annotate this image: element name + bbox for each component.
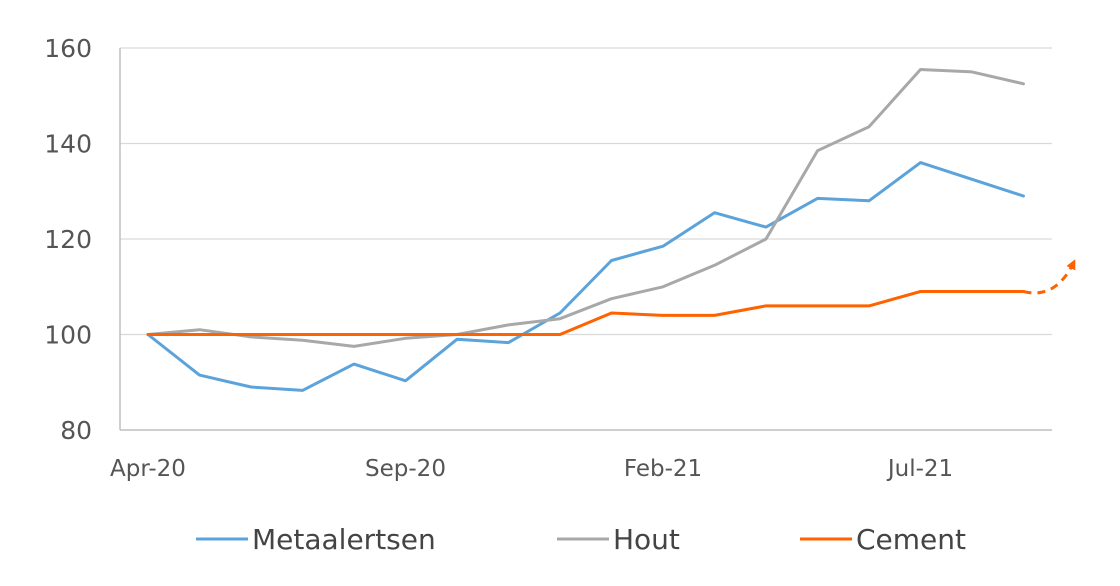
legend-label: Hout <box>613 523 680 556</box>
x-tick-label: Feb-21 <box>624 456 702 482</box>
legend-item-cement: Cement <box>800 523 966 556</box>
legend: Metaalertsen Hout Cement <box>196 523 966 556</box>
x-tick-label: Apr-20 <box>110 456 186 482</box>
gridlines <box>120 47 1052 336</box>
tick-labels: 80 100 120 140 160 Apr-20 Sep-20 Feb-21 Jul-21 <box>44 34 953 482</box>
x-tick-label: Sep-20 <box>365 456 446 482</box>
series-line-cement <box>146 290 1025 336</box>
series-line-hout <box>146 68 1025 348</box>
legend-label: Metaalertsen <box>252 523 436 556</box>
y-tick-label: 140 <box>44 130 92 159</box>
axes <box>119 48 1052 431</box>
x-tick-label: Jul-21 <box>886 456 953 482</box>
legend-item-metaalertsen: Metaalertsen <box>196 523 436 556</box>
y-tick-label: 120 <box>44 225 92 254</box>
series-line-metaalertsen <box>146 161 1025 392</box>
y-tick-label: 100 <box>44 321 92 350</box>
legend-label: Cement <box>856 523 966 556</box>
series-lines <box>146 68 1076 392</box>
projection-arrow <box>1023 259 1076 295</box>
y-tick-label: 160 <box>44 34 92 63</box>
legend-item-hout: Hout <box>557 523 680 556</box>
y-tick-label: 80 <box>60 416 92 445</box>
